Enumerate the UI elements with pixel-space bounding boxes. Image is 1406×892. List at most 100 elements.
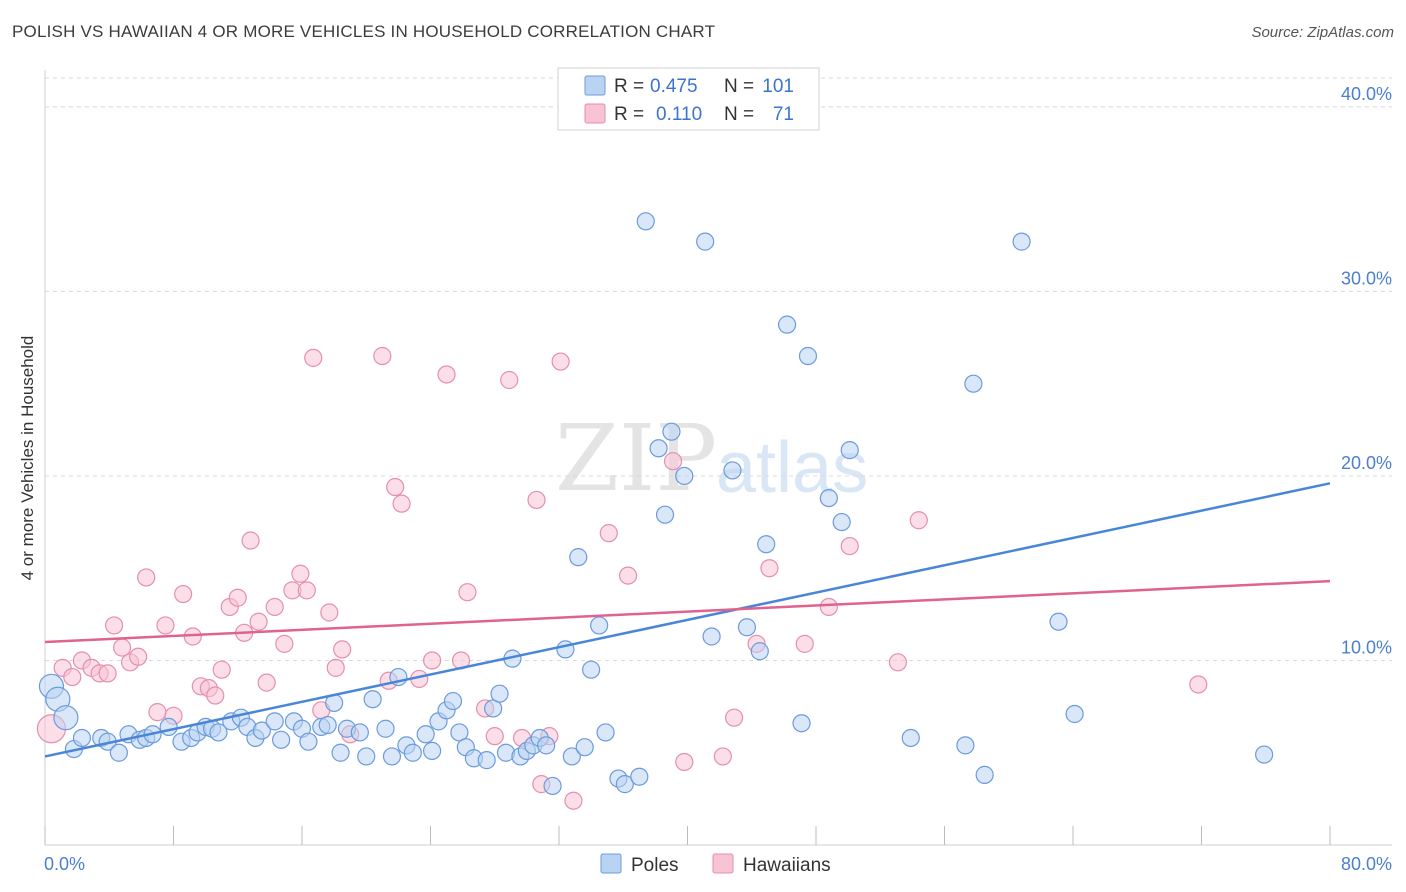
poles-point	[582, 660, 601, 679]
poles-point	[777, 315, 797, 334]
poles-point	[318, 715, 337, 735]
bottom-legend-swatch-hawaiians	[712, 853, 734, 874]
poles-trend-line	[44, 482, 1331, 758]
poles-point	[543, 776, 562, 796]
y-tick-label: 40.0%	[1341, 84, 1392, 104]
poles-point	[299, 732, 318, 751]
hawaiians-point	[297, 581, 316, 600]
poles-point	[596, 723, 615, 742]
poles-point	[1049, 612, 1068, 631]
poles-point	[72, 728, 92, 748]
poles-point	[403, 743, 422, 762]
poles-point	[757, 535, 776, 554]
source-credit: Source: ZipAtlas.com	[1251, 24, 1394, 41]
poles-point	[443, 691, 463, 711]
legend-hawaiians-r-value: 0.110	[656, 104, 702, 125]
bottom-legend-hawaiians: Hawaiians	[743, 855, 831, 876]
legend-hawaiians-n-label: N =	[724, 104, 754, 125]
hawaiians-point	[551, 352, 570, 371]
hawaiians-point	[840, 536, 859, 556]
poles-point	[252, 721, 271, 740]
poles-point	[209, 723, 228, 742]
poles-point	[537, 736, 556, 755]
poles-point	[575, 738, 594, 757]
poles-point	[901, 728, 920, 748]
poles-point	[798, 346, 818, 366]
poles-point	[376, 719, 395, 738]
hawaiians-trend-line	[44, 579, 1331, 644]
poles-point	[630, 767, 649, 786]
poles-point	[477, 751, 496, 770]
poles-point	[109, 743, 128, 762]
hawaiians-point	[713, 747, 732, 766]
poles-point	[490, 684, 509, 703]
poles-point	[590, 616, 609, 635]
series-legend: Poles Hawaiians	[600, 853, 831, 876]
poles-point	[363, 690, 382, 709]
poles-point	[159, 717, 178, 737]
hawaiians-point	[326, 658, 345, 677]
legend-poles-n-value: 101	[762, 76, 794, 97]
hawaiians-point	[275, 634, 294, 653]
poles-point	[1255, 745, 1274, 764]
poles-point	[615, 775, 634, 794]
hawaiians-point	[599, 524, 618, 543]
y-tick-label: 30.0%	[1341, 268, 1392, 288]
hawaiians-point	[228, 588, 247, 607]
hawaiians-point	[241, 531, 260, 550]
poles-point	[649, 439, 668, 458]
poles-point	[357, 747, 376, 766]
y-axis-tick-labels: 10.0% 20.0% 30.0% 40.0%	[1341, 84, 1392, 658]
correlation-legend: R = 0.475 N = 101 R = 0.110 N = 71	[557, 67, 820, 131]
poles-point	[53, 705, 79, 731]
poles-point	[265, 712, 284, 731]
poles-point	[1065, 704, 1084, 724]
bottom-legend-swatch-poles	[600, 853, 622, 874]
hawaiians-point	[437, 365, 456, 384]
hawaiians-point	[392, 494, 411, 513]
poles-point	[350, 723, 369, 742]
x-axis-ticks	[44, 826, 1331, 845]
hawaiians-point	[819, 597, 838, 617]
poles-point	[1012, 232, 1031, 251]
poles-point	[819, 488, 838, 508]
hawaiians-point	[888, 653, 908, 672]
hawaiians-point	[257, 673, 276, 692]
hawaiians-point	[212, 660, 231, 679]
legend-poles-n-label: N =	[724, 76, 754, 97]
hawaiians-point	[148, 703, 167, 722]
hawaiians-point	[137, 568, 156, 587]
x-tick-label-max: 80.0%	[1341, 854, 1392, 874]
legend-poles-r-label: R =	[614, 76, 644, 97]
hawaiians-point	[156, 616, 175, 635]
poles-point	[416, 725, 435, 744]
poles-point	[750, 642, 769, 661]
poles-point	[702, 627, 721, 646]
hawaiians-point	[249, 612, 268, 631]
hawaiians-point	[564, 791, 583, 810]
hawaiians-point	[129, 647, 148, 666]
hawaiians-point	[500, 370, 519, 390]
hawaiians-point	[98, 664, 117, 683]
legend-hawaiians-n-value: 71	[773, 104, 794, 125]
hawaiians-point	[333, 640, 352, 659]
hawaiians-point	[304, 348, 323, 367]
poles-point	[423, 741, 442, 760]
hawaiians-point	[206, 686, 225, 705]
x-tick-label-min: 0.0%	[44, 854, 85, 874]
legend-swatch-hawaiians	[584, 103, 606, 124]
y-tick-label: 20.0%	[1341, 453, 1392, 473]
poles-point	[569, 548, 588, 567]
y-axis-label: 4 or more Vehicles in Household	[18, 336, 37, 581]
hawaiians-point	[760, 559, 779, 578]
hawaiians-point	[265, 597, 284, 617]
poles-point	[975, 765, 994, 784]
poles-point	[964, 374, 983, 393]
hawaiians-point	[618, 566, 638, 585]
poles-point	[723, 461, 742, 480]
poles-point	[956, 736, 975, 755]
poles-point	[832, 512, 851, 532]
hawaiians-point	[174, 584, 193, 604]
hawaiians-point	[485, 727, 504, 746]
hawaiians-point	[458, 583, 477, 602]
